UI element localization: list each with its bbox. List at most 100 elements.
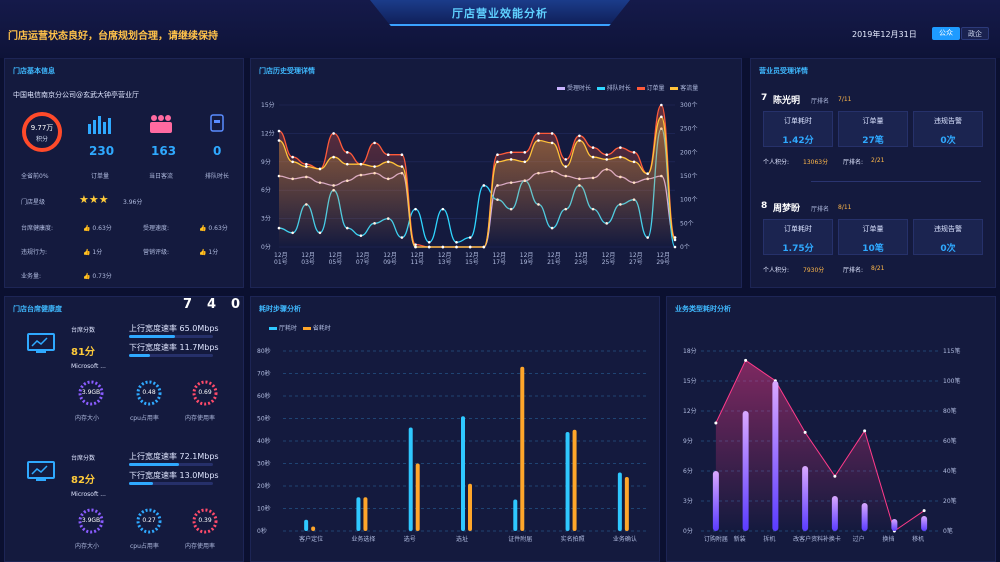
metric-value: 1分 bbox=[208, 249, 219, 256]
biz-time-chart: 18分 15分 12分 9分 6分 3分 0分 115笔 100笔 80笔 60笔 40笔 20笔 0笔订… bbox=[683, 347, 960, 543]
up-speed-bar bbox=[129, 463, 213, 466]
cpu-gauge bbox=[136, 508, 162, 534]
tick-label: 07号 bbox=[356, 259, 370, 266]
tick-label: 70秒 bbox=[257, 370, 271, 378]
data-point bbox=[523, 160, 527, 164]
tick-label: 12月 bbox=[411, 252, 425, 259]
bar bbox=[415, 463, 420, 531]
title-plate: 厅店营业效能分析 bbox=[370, 0, 630, 26]
tick-label: 选址 bbox=[456, 535, 468, 543]
data-point bbox=[373, 165, 376, 168]
stat-box: 订单量 10笔 bbox=[838, 219, 908, 255]
data-point bbox=[537, 132, 540, 135]
thumb-icon: 👍 bbox=[199, 225, 207, 232]
data-point bbox=[291, 160, 294, 164]
tick-label: 过户 bbox=[853, 535, 865, 543]
toggle-public-button[interactable]: 公众 bbox=[932, 27, 960, 40]
down-speed-value: 11.7Mbps bbox=[179, 343, 219, 352]
desk-score: 82分 bbox=[71, 475, 95, 486]
bar bbox=[624, 477, 629, 531]
data-point bbox=[591, 155, 595, 159]
cpu-usage-label: cpu占用率 bbox=[130, 415, 159, 422]
bar bbox=[304, 519, 309, 531]
tick-label: 移机 bbox=[912, 535, 924, 543]
data-point bbox=[550, 132, 554, 135]
toggle-enterprise-button[interactable]: 政企 bbox=[961, 27, 989, 40]
legend-label: 订单量 bbox=[646, 85, 665, 92]
memory-gauge bbox=[78, 380, 104, 406]
down-speed-label: 下行宽度速率 bbox=[129, 471, 177, 480]
memory-usage-label: 内存使用率 bbox=[185, 543, 216, 550]
memory-size-label: 内存大小 bbox=[75, 415, 100, 422]
data-point bbox=[496, 153, 499, 156]
bar bbox=[891, 519, 898, 531]
tick-label: 21号 bbox=[547, 259, 561, 266]
bar bbox=[861, 503, 868, 531]
tick-label: 0分 bbox=[683, 527, 693, 535]
desk-card: 台席分数 82分 Microsoft ... 上行宽度速率 72.1Mbps 下… bbox=[5, 445, 245, 562]
memory-size: 3.9GB bbox=[81, 389, 101, 396]
data-point bbox=[482, 245, 486, 249]
staff-rank-label: 厅排名 bbox=[811, 206, 830, 213]
bar bbox=[617, 472, 622, 531]
points-value: 7930分 bbox=[803, 267, 825, 274]
queue-time-label: 排队时长 bbox=[205, 173, 230, 180]
store-basic-panel: 门店基本信息 中国电信南京分公司@玄武大钟亭营业厅 9.77万 积分 全省前0%… bbox=[4, 58, 244, 288]
store-level-label: 门店星级 bbox=[21, 199, 46, 206]
tick-label: 9分 bbox=[261, 158, 271, 166]
staff-rank-value: 8/11 bbox=[838, 204, 852, 211]
data-point bbox=[922, 509, 926, 513]
tick-label: 6分 bbox=[683, 467, 693, 475]
data-point bbox=[803, 430, 807, 434]
data-point bbox=[373, 141, 376, 145]
score-value: 9.77万 bbox=[30, 124, 54, 132]
tick-label: 300个 bbox=[680, 102, 697, 109]
tick-label: 29号 bbox=[656, 259, 670, 266]
bar bbox=[712, 471, 719, 531]
data-point bbox=[660, 115, 663, 119]
stat-box-label: 订单耗时 bbox=[784, 117, 812, 125]
up-speed-label: 上行宽度速率 bbox=[129, 324, 177, 333]
tick-label: 12分 bbox=[683, 407, 697, 415]
tick-label: 3分 bbox=[261, 215, 271, 223]
tick-label: 12月 bbox=[356, 252, 370, 259]
tick-label: 12月 bbox=[329, 252, 343, 259]
panel-title: 业务类型耗时分析 bbox=[675, 305, 731, 313]
thumb-icon: 👍 bbox=[83, 273, 91, 280]
data-point bbox=[441, 245, 445, 249]
tick-label: 30秒 bbox=[257, 460, 271, 468]
down-speed-label: 下行宽度速率 bbox=[129, 343, 177, 352]
data-point bbox=[318, 167, 322, 171]
tick-label: 9分 bbox=[683, 437, 693, 445]
bar bbox=[513, 499, 518, 531]
data-point bbox=[468, 236, 472, 239]
tick-label: 新装 bbox=[734, 535, 746, 543]
data-point bbox=[863, 429, 867, 433]
tick-label: 12月 bbox=[383, 252, 397, 259]
legend-label: 厅耗时 bbox=[279, 325, 298, 332]
counter-digit: 0 bbox=[231, 297, 241, 312]
data-point bbox=[482, 184, 486, 187]
tick-label: 12月 bbox=[629, 252, 643, 259]
hall-rank-value: 8/21 bbox=[871, 265, 885, 272]
staff-name: 周梦盼 bbox=[773, 204, 801, 214]
data-point bbox=[414, 245, 417, 249]
desk-score-label: 台席分数 bbox=[71, 455, 96, 462]
data-point bbox=[414, 243, 417, 246]
memory-usage: 0.69 bbox=[198, 389, 212, 396]
data-point bbox=[277, 139, 281, 142]
data-point bbox=[673, 236, 677, 239]
tick-label: 补换卡 bbox=[823, 535, 841, 543]
tick-label: 12月 bbox=[274, 252, 288, 259]
tick-label: 15分 bbox=[261, 101, 275, 109]
stat-box: 违规告警 0次 bbox=[913, 219, 983, 255]
tick-label: 0秒 bbox=[257, 527, 267, 535]
tick-label: 20笔 bbox=[943, 497, 957, 505]
tick-label: 12月 bbox=[438, 252, 452, 259]
data-point bbox=[550, 141, 554, 145]
bar bbox=[311, 526, 316, 531]
points-label: 个人积分: bbox=[763, 159, 790, 166]
tick-label: 25号 bbox=[602, 259, 616, 266]
tick-label: 0笔 bbox=[943, 527, 953, 535]
data-point bbox=[833, 474, 837, 478]
